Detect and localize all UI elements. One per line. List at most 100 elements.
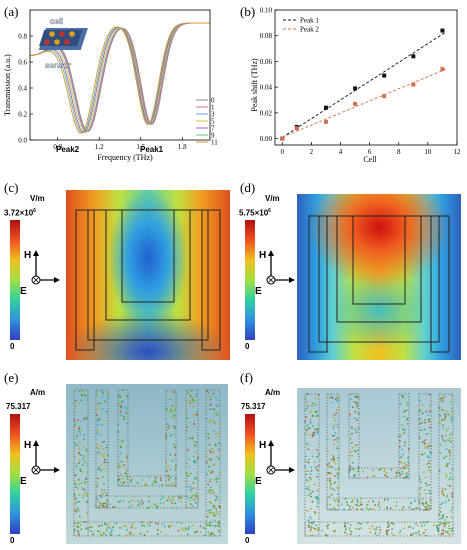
current-vector xyxy=(337,457,340,459)
current-vector xyxy=(334,475,336,478)
current-vector xyxy=(123,464,125,466)
current-vector xyxy=(329,508,331,510)
current-vector xyxy=(212,505,215,507)
current-vector xyxy=(74,422,77,425)
current-vector xyxy=(309,521,311,524)
current-vector xyxy=(425,433,428,435)
current-vector xyxy=(95,505,97,508)
current-vector xyxy=(350,441,353,444)
current-vector xyxy=(358,534,361,537)
current-vector xyxy=(190,490,193,493)
current-vector xyxy=(174,446,176,449)
current-vector xyxy=(170,525,173,527)
current-vector xyxy=(193,440,196,443)
current-vector xyxy=(403,462,406,465)
current-vector xyxy=(173,414,176,417)
current-vector xyxy=(166,409,169,412)
current-vector xyxy=(439,510,442,513)
current-vector xyxy=(117,430,120,433)
current-vector xyxy=(104,505,107,508)
current-vector xyxy=(310,528,312,531)
current-vector xyxy=(388,525,390,527)
current-vector xyxy=(212,489,214,491)
current-vector xyxy=(156,529,159,531)
current-vector xyxy=(357,528,360,530)
current-vector xyxy=(212,392,215,395)
current-vector xyxy=(376,526,378,529)
current-vector xyxy=(310,410,313,413)
current-vector xyxy=(332,457,335,460)
current-vector xyxy=(362,470,364,473)
current-vector xyxy=(449,452,452,455)
current-vector xyxy=(106,394,109,397)
current-vector xyxy=(421,441,424,444)
current-vector xyxy=(123,525,126,527)
current-vector xyxy=(96,498,99,500)
current-vector xyxy=(165,434,168,437)
current-vector xyxy=(97,433,100,435)
current-vector xyxy=(216,404,219,407)
current-vector xyxy=(443,413,446,416)
current-vector xyxy=(209,404,212,406)
current-vector xyxy=(378,469,381,471)
current-vector xyxy=(378,526,381,528)
current-vector xyxy=(336,472,339,474)
current-vector xyxy=(185,472,188,475)
current-vector xyxy=(421,412,424,415)
current-vector xyxy=(194,395,197,397)
current-vector xyxy=(106,506,109,508)
current-vector xyxy=(358,522,361,525)
current-vector xyxy=(177,495,180,498)
current-vector xyxy=(442,409,445,412)
current-vector xyxy=(314,397,317,400)
current-vector xyxy=(192,400,195,403)
current-vector xyxy=(427,418,430,421)
current-vector xyxy=(444,488,447,490)
current-vector xyxy=(426,463,428,466)
current-vector xyxy=(206,461,208,464)
current-vector xyxy=(445,448,448,450)
current-vector xyxy=(169,468,172,471)
current-vector xyxy=(192,498,194,501)
current-vector xyxy=(429,506,432,509)
current-vector xyxy=(122,500,125,502)
current-vector xyxy=(420,486,423,489)
current-vector xyxy=(213,506,216,509)
current-vector xyxy=(337,437,340,440)
current-vector xyxy=(386,497,389,499)
current-vector xyxy=(326,463,329,466)
surface-current-map-e xyxy=(66,384,228,544)
current-vector xyxy=(447,499,450,502)
e-symbol-d: E xyxy=(255,286,262,297)
current-vector xyxy=(406,418,408,421)
current-vector xyxy=(356,501,359,504)
current-vector xyxy=(307,461,309,464)
current-vector xyxy=(316,496,319,498)
x-tick-label-a: 1.5 xyxy=(136,143,145,151)
current-vector xyxy=(399,474,402,476)
current-vector xyxy=(107,523,110,526)
current-vector xyxy=(444,434,447,437)
current-vector xyxy=(87,528,89,530)
current-vector xyxy=(80,528,83,531)
colorbar-e xyxy=(10,414,20,534)
current-vector xyxy=(400,433,402,436)
e-field-map-c xyxy=(66,190,230,360)
current-vector xyxy=(207,394,210,397)
current-vector xyxy=(312,521,315,523)
current-vector xyxy=(315,404,317,407)
current-vector xyxy=(79,470,82,472)
e-symbol-f: E xyxy=(255,476,262,487)
current-vector xyxy=(401,472,404,475)
current-vector xyxy=(160,479,162,482)
current-vector xyxy=(83,455,85,458)
current-vector xyxy=(119,394,121,397)
current-vector xyxy=(189,395,192,398)
current-vector xyxy=(417,530,420,533)
data-point-0 xyxy=(382,73,387,78)
current-vector xyxy=(335,409,338,412)
current-vector xyxy=(82,390,85,393)
current-vector xyxy=(101,408,104,411)
current-vector xyxy=(101,441,104,444)
current-vector xyxy=(130,532,133,535)
